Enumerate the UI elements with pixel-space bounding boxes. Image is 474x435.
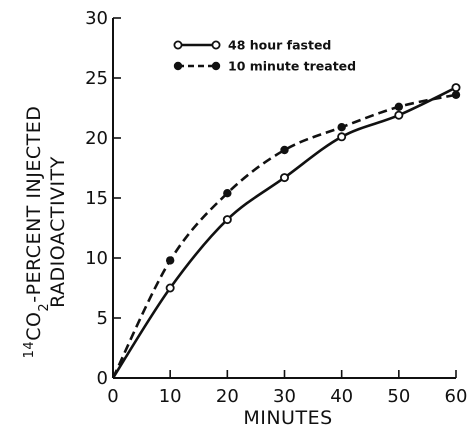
y-tick-label: 20: [85, 128, 108, 149]
y-axis-title-line1: 14CO2-PERCENT INJECTED: [22, 106, 52, 359]
series-10-minute-treated-point: [280, 145, 289, 155]
legend-item: 10 minute treated: [173, 59, 356, 74]
y-axis-title-line2: RADIOACTIVITY: [47, 156, 69, 308]
series-48-hour-fasted-point: [337, 132, 347, 142]
x-tick-label: 50: [387, 386, 410, 407]
y-axis-title-superscript: 14: [22, 341, 37, 359]
series-48-hour-fasted-point: [165, 283, 175, 293]
series-10-minute-treated-point: [394, 102, 404, 112]
legend-marker: [211, 61, 221, 71]
y-tick-label: 0: [97, 368, 108, 389]
legend-item: 48 hour fasted: [173, 38, 331, 53]
x-tick-label: 30: [273, 386, 296, 407]
legend-marker: [173, 61, 183, 71]
legend: 48 hour fasted 10 minute treated: [173, 38, 356, 74]
series-10-minute-treated-point: [451, 90, 461, 100]
series-48-hour-fasted: [111, 83, 461, 379]
y-tick-label: 5: [97, 308, 108, 329]
x-axis-title: MINUTES: [243, 407, 332, 429]
x-tick-label: 10: [159, 386, 182, 407]
y-axis-title: 14CO2-PERCENT INJECTED RADIOACTIVITY: [22, 106, 70, 359]
legend-label: 10 minute treated: [228, 59, 356, 74]
y-axis-title-main: CO: [23, 312, 45, 341]
series-layer: [111, 83, 461, 379]
x-tick-label: 60: [445, 386, 468, 407]
series-10-minute-treated-point: [223, 189, 232, 198]
series-10-minute-treated: [111, 90, 461, 379]
y-tick-label: 30: [85, 8, 108, 29]
ticks: 0 5 10 15 20 25 30 0 10 20 30 40 50 60: [85, 8, 467, 407]
legend-marker: [211, 40, 221, 50]
series-48-hour-fasted-line: [111, 86, 457, 379]
series-48-hour-fasted-point: [394, 110, 404, 120]
series-48-hour-fasted-point: [222, 215, 232, 225]
series-10-minute-treated-line: [111, 93, 457, 379]
legend-marker: [173, 40, 183, 50]
y-tick-label: 25: [85, 68, 108, 89]
y-axis-title-rest: -PERCENT INJECTED: [23, 106, 45, 303]
series-48-hour-fasted-point: [451, 83, 461, 93]
legend-label: 48 hour fasted: [228, 38, 331, 53]
x-tick-label: 20: [216, 386, 239, 407]
series-10-minute-treated-point: [165, 256, 175, 265]
x-tick-label: 0: [107, 386, 118, 407]
y-axis-title-subscript: 2: [37, 303, 52, 312]
x-tick-label: 40: [330, 386, 353, 407]
series-48-hour-fasted-point: [279, 173, 289, 183]
y-tick-label: 15: [85, 188, 108, 209]
y-tick-label: 10: [85, 248, 108, 269]
series-10-minute-treated-point: [337, 123, 346, 132]
